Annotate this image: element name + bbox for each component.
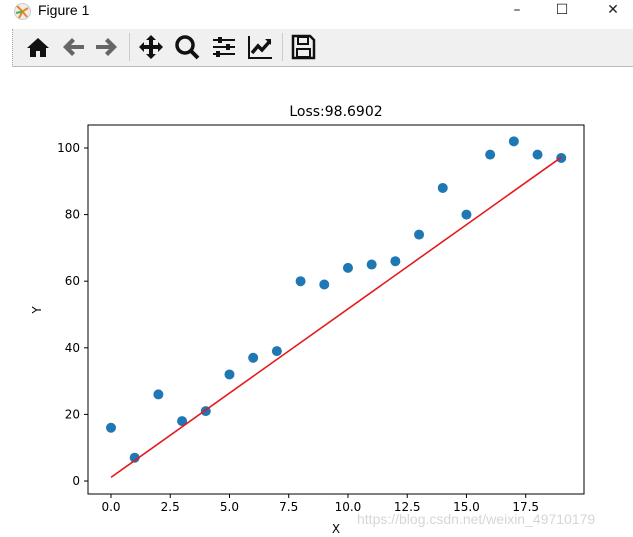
back-icon[interactable]	[59, 33, 87, 61]
zoom-icon[interactable]	[173, 33, 201, 61]
y-axis-label: Y	[30, 306, 44, 315]
x-tick-label: 15.0	[453, 500, 480, 514]
x-tick-label: 7.5	[279, 500, 298, 514]
data-point	[319, 279, 330, 290]
home-icon[interactable]	[24, 33, 52, 61]
chart-title: Loss:98.6902	[289, 104, 382, 120]
data-point	[342, 262, 353, 273]
minimize-button[interactable]: –	[513, 2, 521, 18]
data-point	[437, 182, 448, 193]
data-point	[129, 452, 140, 463]
data-point	[508, 136, 519, 147]
data-point	[105, 422, 116, 433]
y-tick-label: 60	[65, 274, 80, 288]
y-tick-label: 20	[65, 407, 80, 421]
data-point	[248, 352, 259, 363]
data-point	[153, 389, 164, 400]
x-tick-label: 2.5	[161, 500, 180, 514]
y-tick-label: 0	[72, 474, 80, 488]
configure-subplots-icon[interactable]	[210, 33, 238, 61]
data-point	[177, 416, 188, 427]
x-tick-label: 12.5	[394, 500, 421, 514]
x-tick-label: 0.0	[101, 500, 120, 514]
x-axis-label: X	[332, 522, 340, 536]
data-point	[295, 276, 306, 287]
data-point	[224, 369, 235, 380]
x-tick-label: 5.0	[220, 500, 239, 514]
edit-axis-icon[interactable]	[246, 33, 274, 61]
data-point	[366, 259, 377, 270]
data-point	[485, 149, 496, 160]
maximize-button[interactable]: ☐	[555, 2, 569, 18]
navigation-toolbar	[12, 29, 633, 67]
close-button[interactable]: ✕	[607, 2, 619, 18]
toolbar-separator	[282, 33, 283, 61]
data-point	[271, 346, 282, 357]
data-point	[414, 229, 425, 240]
y-tick-label: 40	[65, 341, 80, 355]
watermark: https://blog.csdn.net/weixin_49710179	[357, 511, 596, 527]
x-tick-label: 17.5	[512, 500, 539, 514]
data-point	[532, 149, 543, 160]
toolbar-separator	[129, 33, 130, 61]
axes-frame	[87, 124, 585, 495]
save-icon[interactable]	[289, 33, 317, 61]
data-point	[461, 209, 472, 220]
pan-icon[interactable]	[137, 33, 165, 61]
y-tick-label: 100	[57, 141, 80, 155]
x-tick-label: 10.0	[335, 500, 362, 514]
title-bar: Figure 1 – ☐ ✕	[0, 0, 633, 24]
app-icon	[14, 3, 31, 20]
data-point	[390, 256, 401, 267]
y-tick-label: 80	[65, 208, 80, 222]
window-title: Figure 1	[38, 2, 90, 18]
forward-icon[interactable]	[93, 33, 121, 61]
fit-line	[110, 156, 562, 479]
